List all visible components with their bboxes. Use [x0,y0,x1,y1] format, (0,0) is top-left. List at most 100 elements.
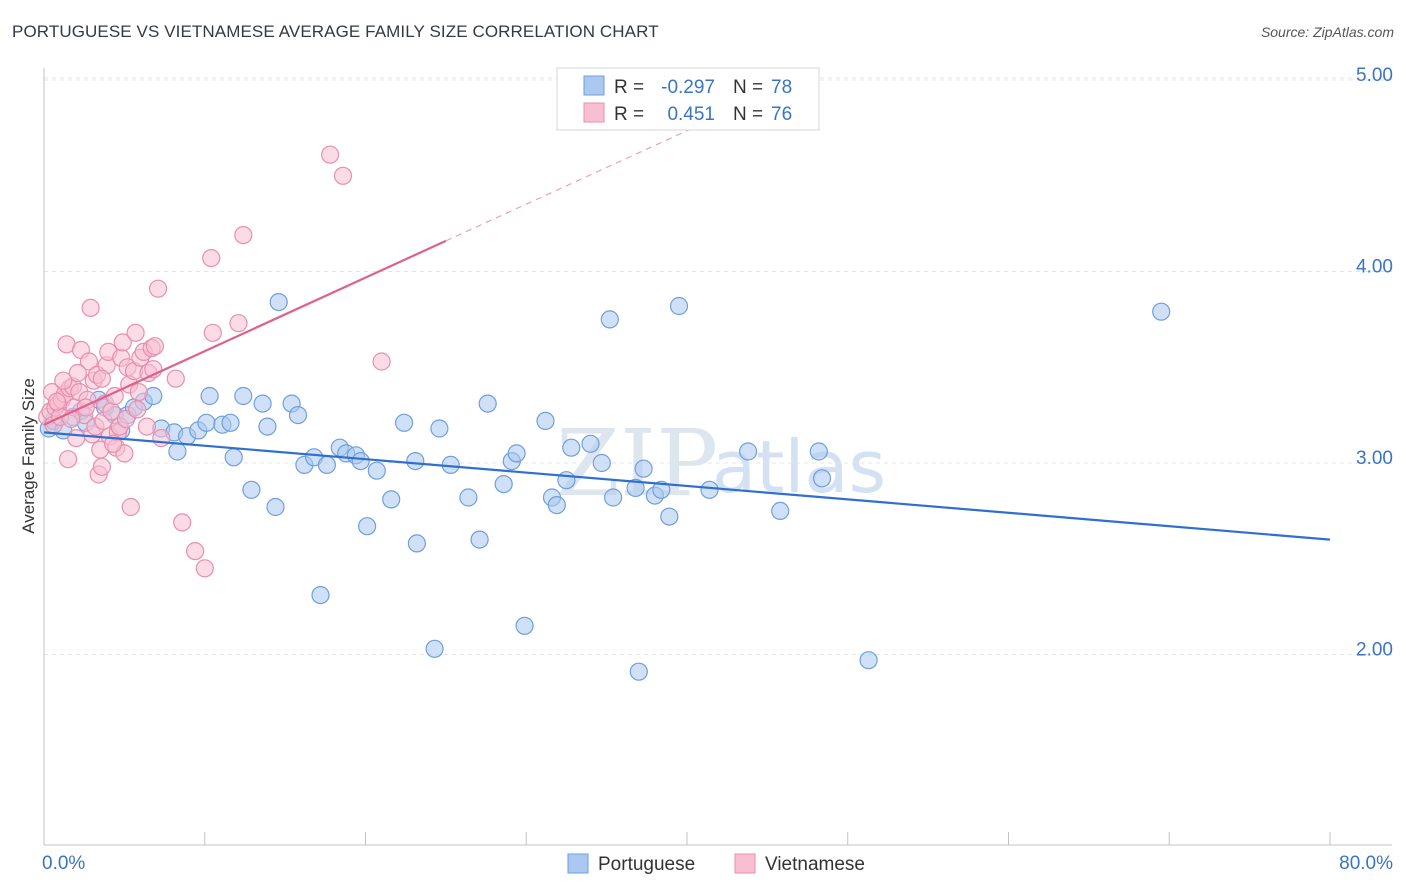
data-point-portuguese [407,534,426,553]
trend-line-extension-vietnamese [445,108,736,242]
data-point-portuguese [600,310,619,329]
x-tick-label-max: 80.0% [1339,853,1393,874]
data-point-portuguese [253,394,272,413]
data-point-portuguese [367,461,386,480]
data-point-portuguese [459,488,478,507]
data-point-portuguese [317,455,336,474]
data-point-portuguese [311,585,330,605]
data-point-vietnamese [186,541,205,561]
data-point-portuguese [547,496,566,515]
legend-swatch-vietnamese [583,102,605,123]
data-point-vietnamese [149,279,168,298]
data-point-portuguese [242,480,261,499]
data-point-portuguese [634,459,653,478]
data-point-portuguese [425,639,444,658]
data-point-portuguese [660,507,679,526]
legend-n-value-portuguese: 78 [771,77,792,98]
bottom-legend-swatch-portuguese [567,853,589,874]
data-point-portuguese [470,530,489,549]
data-point-portuguese [809,442,828,461]
data-point-portuguese [626,478,645,497]
data-point-portuguese [812,469,832,488]
bottom-legend-swatch-vietnamese [734,853,756,874]
data-point-vietnamese [145,337,164,356]
data-point-vietnamese [58,450,78,469]
data-point-vietnamese [79,352,99,371]
data-point-vietnamese [92,457,112,476]
data-point-portuguese [494,475,513,494]
data-point-vietnamese [372,352,391,371]
legend-swatch-portuguese [583,75,605,96]
data-point-vietnamese [68,363,87,383]
data-point-vietnamese [229,314,248,333]
legend-n-label-vietnamese: N = [733,104,763,125]
data-point-portuguese [168,442,187,461]
data-point-portuguese [258,417,277,436]
legend-r-label-portuguese: R = [614,77,644,98]
y-tick-label: 5.00 [1356,65,1393,86]
data-point-vietnamese [92,369,112,388]
bottom-legend-label-portuguese: Portuguese [598,854,695,875]
data-point-vietnamese [166,369,185,388]
data-point-portuguese [581,434,600,453]
data-point-vietnamese [333,166,353,185]
data-point-portuguese [478,394,497,413]
gridlines [44,77,1392,655]
data-point-portuguese [406,452,425,471]
data-point-portuguese [557,471,576,490]
data-point-vietnamese [137,417,156,436]
legend-r-label-vietnamese: R = [614,104,644,125]
data-point-portuguese [771,501,790,520]
legend-r-value-vietnamese: 0.451 [667,104,715,125]
x-tick-label-min: 0.0% [42,853,85,874]
data-point-vietnamese [129,383,148,402]
data-point-portuguese [859,651,878,670]
data-point-portuguese [224,448,243,467]
data-point-vietnamese [81,298,100,317]
y-tick-label: 2.00 [1356,640,1393,661]
legend-r-value-portuguese: -0.297 [661,77,715,98]
data-point-vietnamese [203,323,222,342]
y-tick-label: 4.00 [1356,257,1393,278]
data-point-vietnamese [173,513,192,532]
data-point-portuguese [536,411,555,430]
data-point-portuguese [234,386,253,406]
data-point-portuguese [592,453,611,473]
x-axis-ticks [204,832,1331,845]
data-point-vietnamese [202,249,221,268]
correlation-legend: R = -0.297 N = 78 R = 0.451 N = 76 [556,67,820,131]
series-legend: Portuguese Vietnamese [567,853,865,875]
data-point-portuguese [430,419,449,438]
data-point-portuguese [562,438,581,457]
y-tick-label: 3.00 [1356,448,1393,469]
data-point-vietnamese [234,226,253,245]
data-point-portuguese [669,296,689,316]
data-point-portuguese [266,497,285,517]
data-point-portuguese [221,413,240,432]
data-point-vietnamese [152,429,171,448]
data-point-portuguese [652,480,671,499]
chart-source: Source: ZipAtlas.com [1260,24,1394,40]
y-tick-labels: 2.00 3.00 4.00 5.00 [1356,65,1393,661]
data-point-vietnamese [47,392,67,411]
data-point-portuguese [269,293,288,312]
data-point-portuguese [200,386,219,406]
legend-n-value-vietnamese: 76 [771,104,792,125]
bottom-legend-label-vietnamese: Vietnamese [765,854,865,875]
data-point-portuguese [1152,302,1171,321]
trend-lines [43,108,1331,541]
data-point-portuguese [288,406,308,425]
data-point-vietnamese [126,323,145,342]
data-point-portuguese [603,488,623,507]
data-point-portuguese [395,413,414,432]
trend-line-portuguese [43,431,1331,541]
data-point-portuguese [507,444,526,463]
data-point-portuguese [197,413,216,432]
data-point-portuguese [515,616,534,635]
y-axis-title: Average Family Size [19,378,38,534]
data-point-portuguese [351,452,370,471]
chart-title: PORTUGUESE VS VIETNAMESE AVERAGE FAMILY … [12,22,659,41]
series-vietnamese [38,145,391,578]
data-point-portuguese [382,490,401,509]
